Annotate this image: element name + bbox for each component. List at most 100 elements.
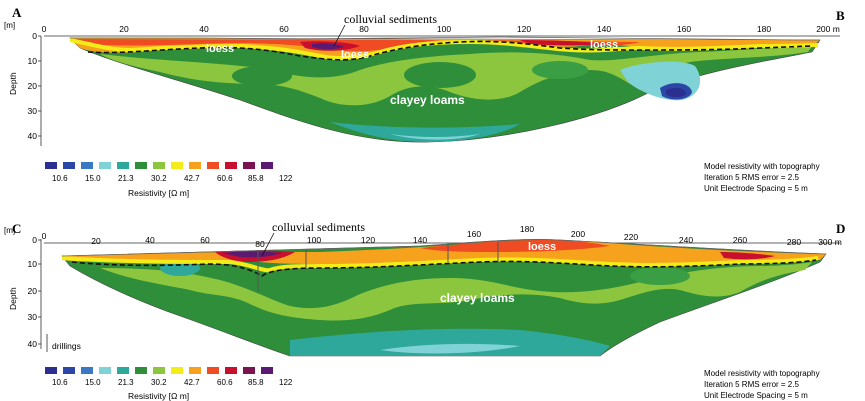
depth-tick-label: 30: [28, 312, 38, 322]
depth-tick-label: 40: [28, 131, 38, 141]
legend-value: 60.6: [217, 378, 233, 387]
legend-title: Resistivity [Ω m]: [128, 391, 189, 401]
profile-cd-boundary-line: [71, 259, 817, 277]
distance-tick-label: 60: [279, 24, 289, 34]
legend-swatch: [261, 367, 273, 374]
distance-tick-label: 180: [757, 24, 771, 34]
profile-ab-end-letter: B: [836, 8, 845, 23]
profile-cd-resistivity-section: [61, 239, 827, 357]
legend-value: 30.2: [151, 378, 167, 387]
legend-swatch: [243, 162, 255, 169]
legend-swatch: [63, 162, 75, 169]
loess-label: loess: [341, 49, 369, 61]
legend-title: Resistivity [Ω m]: [128, 188, 189, 198]
profile-ab-legend: 10.6 15.0 21.3 30.2 42.7 60.6 85.8 122 R…: [45, 162, 293, 198]
distance-tick-label: 120: [517, 24, 531, 34]
legend-value: 85.8: [248, 174, 264, 183]
profile-cd-legend: 10.6 15.0 21.3 30.2 42.7 60.6 85.8 122 R…: [45, 367, 293, 401]
profile-ab-distance-ticks: 0 20 40 60 80 100 120 140 160 180 200 m: [42, 24, 840, 34]
legend-swatch: [189, 367, 201, 374]
legend-swatch: [261, 162, 273, 169]
legend-value: 21.3: [118, 378, 134, 387]
legend-value: 122: [279, 174, 293, 183]
info-line: Model resistivity with topography: [704, 162, 820, 171]
loess-label: loess: [206, 43, 234, 55]
distance-tick-label: 0: [42, 24, 47, 34]
legend-value: 21.3: [118, 174, 134, 183]
legend-swatch: [243, 367, 255, 374]
profile-ab-model-info: Model resistivity with topography Iterat…: [704, 162, 820, 193]
legend-swatch: [207, 367, 219, 374]
colluvial-pointer: [333, 24, 346, 47]
drillings-label: drillings: [52, 341, 81, 351]
info-line: Unit Electrode Spacing = 5 m: [704, 391, 808, 400]
distance-tick-label: 160: [677, 24, 691, 34]
distance-tick-label: 200: [571, 229, 585, 239]
profile-cd-depth-axis-label: Depth: [8, 287, 18, 310]
distance-tick-label: 120: [361, 235, 375, 245]
distance-tick-label: 20: [119, 24, 129, 34]
distance-tick-label: 140: [597, 24, 611, 34]
profile-ab-depth-axis-label: Depth: [8, 72, 18, 95]
distance-tick-label: 280: [787, 237, 801, 247]
profile-ab-start-letter: A: [12, 5, 22, 20]
distance-tick-label: 260: [733, 235, 747, 245]
distance-tick-label: 160: [467, 229, 481, 239]
distance-tick-label: 0: [42, 231, 47, 241]
profile-ab-depth-unit: [m]: [4, 21, 15, 30]
distance-tick-label: 60: [200, 235, 210, 245]
profile-ab: A B [m] Depth 0 10 20 30 40 0 20 40 60 8…: [4, 5, 845, 198]
legend-swatch: [81, 367, 93, 374]
info-line: Iteration 5 RMS error = 2.5: [704, 380, 799, 389]
colluvial-sediments-label: colluvial sediments: [344, 12, 437, 26]
legend-swatch: [63, 367, 75, 374]
colluvial-sediments-label: colluvial sediments: [272, 220, 365, 234]
legend-value: 85.8: [248, 378, 264, 387]
profile-cd-distance-ticks: 0 20 40 60 80 100 120 140 160 180 200 22…: [42, 224, 842, 249]
distance-tick-label: 180: [520, 224, 534, 234]
legend-swatch: [99, 162, 111, 169]
legend-value: 10.6: [52, 378, 68, 387]
legend-value: 10.6: [52, 174, 68, 183]
distance-tick-label: 80: [255, 239, 265, 249]
legend-swatch: [153, 162, 165, 169]
profile-cd-start-letter: C: [12, 221, 21, 236]
distance-tick-label: 20: [91, 236, 101, 246]
distance-tick-label: 220: [624, 232, 638, 242]
legend-swatch: [117, 367, 129, 374]
legend-value: 122: [279, 378, 293, 387]
profile-ab-resistivity-section: [69, 36, 821, 143]
legend-value: 15.0: [85, 378, 101, 387]
legend-value: 15.0: [85, 174, 101, 183]
distance-tick-label: 40: [199, 24, 209, 34]
legend-value: 42.7: [184, 378, 200, 387]
depth-tick-label: 10: [28, 56, 38, 66]
legend-swatch: [117, 162, 129, 169]
legend-swatch: [171, 162, 183, 169]
legend-value: 60.6: [217, 174, 233, 183]
profile-cd: C D [m] Depth 0 10 20 30 40 0 20 40 60 8…: [4, 220, 845, 401]
depth-tick-label: 0: [32, 235, 37, 245]
distance-tick-label: 40: [145, 235, 155, 245]
legend-value: 42.7: [184, 174, 200, 183]
legend-swatch: [207, 162, 219, 169]
depth-tick-label: 20: [28, 286, 38, 296]
legend-swatch: [135, 367, 147, 374]
legend-swatch: [45, 367, 57, 374]
loess-label: loess: [528, 241, 556, 253]
clayey-loams-label: clayey loams: [390, 93, 465, 107]
profile-ab-boundary-line: [87, 40, 813, 61]
distance-tick-label: 80: [359, 24, 369, 34]
legend-swatch: [189, 162, 201, 169]
drillings-key: drillings: [46, 334, 81, 352]
profile-cd-end-letter: D: [836, 221, 845, 236]
legend-swatch: [45, 162, 57, 169]
legend-swatch: [99, 367, 111, 374]
profile-cd-depth-ticks: 0 10 20 30 40: [28, 235, 41, 349]
depth-tick-label: 20: [28, 81, 38, 91]
colluvial-pointer: [261, 232, 275, 257]
distance-tick-label: 240: [679, 235, 693, 245]
distance-tick-label: 100: [307, 235, 321, 245]
legend-value: 30.2: [151, 174, 167, 183]
